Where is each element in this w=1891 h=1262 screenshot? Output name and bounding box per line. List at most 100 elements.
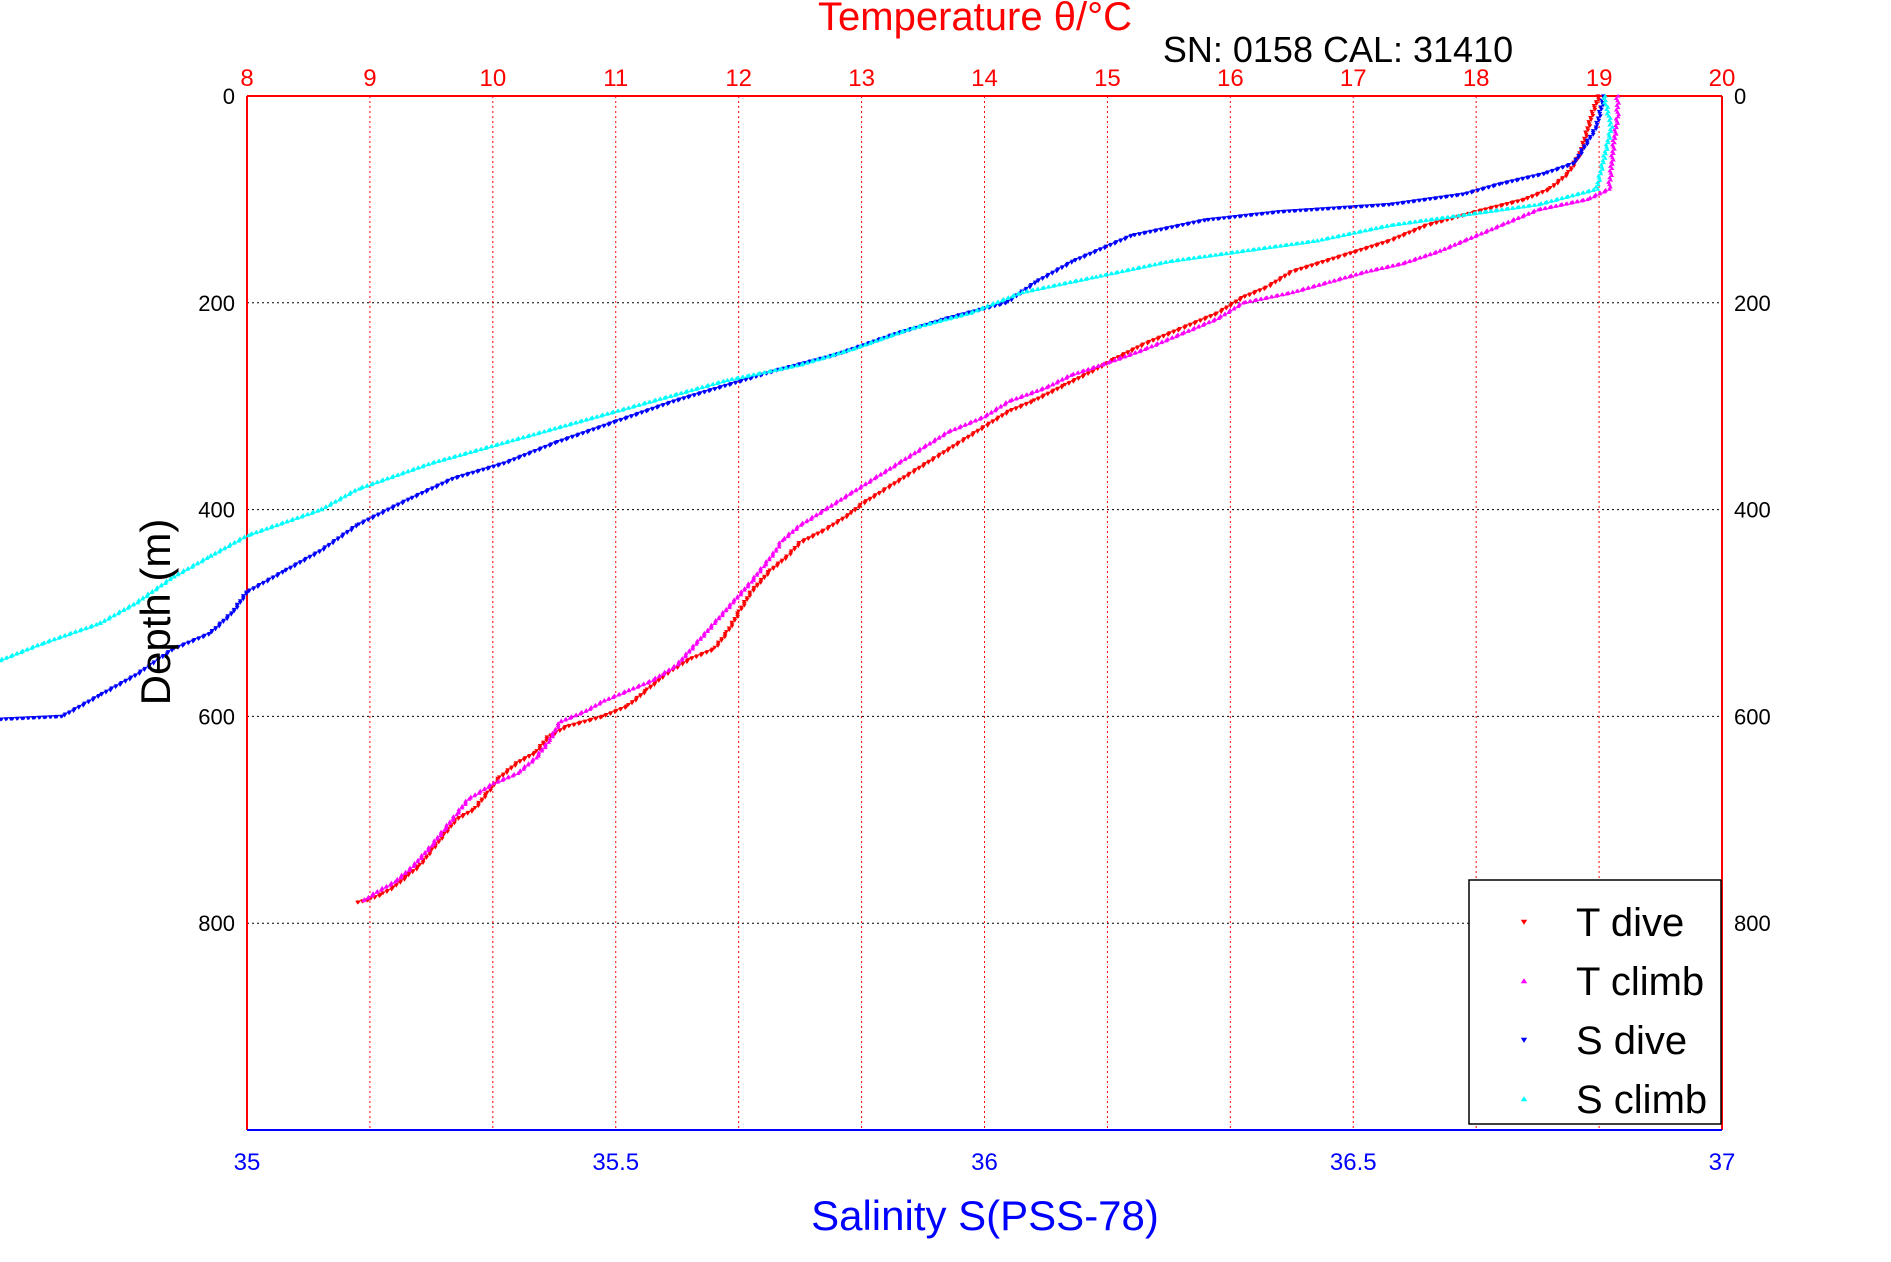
data-point: [426, 845, 432, 849]
data-point: [1282, 243, 1288, 248]
data-point: [155, 659, 161, 663]
x-top-tick-label: 9: [363, 65, 376, 92]
data-point: [1111, 358, 1117, 363]
data-point: [135, 600, 140, 605]
data-point: [1380, 203, 1385, 208]
data-point: [1142, 347, 1148, 352]
data-point: [1150, 339, 1156, 343]
data-point: [52, 715, 58, 719]
x-axis-label-salinity: Salinity S(PSS-78): [811, 1192, 1159, 1239]
data-point: [713, 617, 719, 622]
data-point: [374, 480, 380, 485]
data-point: [1611, 151, 1616, 155]
data-point: [1145, 341, 1150, 346]
data-point: [1105, 360, 1111, 365]
data-point: [539, 746, 545, 751]
data-point: [175, 645, 181, 650]
data-point: [1352, 205, 1358, 210]
data-point: [495, 779, 500, 784]
data-point: [1074, 370, 1080, 375]
data-point: [940, 433, 946, 438]
data-point: [1273, 293, 1279, 298]
data-point: [1072, 279, 1078, 284]
data-point: [698, 635, 704, 640]
x-top-tick-label: 18: [1463, 65, 1490, 92]
series-s-climb: [0, 93, 1615, 663]
data-point: [499, 441, 504, 446]
data-point: [1061, 281, 1067, 286]
data-point: [190, 639, 196, 644]
data-point: [1240, 300, 1246, 305]
data-point: [1498, 207, 1504, 212]
data-point: [1122, 237, 1128, 242]
data-point: [472, 793, 477, 798]
data-point: [636, 403, 641, 407]
data-point: [1357, 271, 1363, 276]
data-point: [999, 298, 1005, 303]
data-point: [467, 450, 473, 455]
data-point: [1592, 107, 1598, 112]
data-point: [1496, 182, 1502, 187]
data-point: [1113, 270, 1119, 275]
data-point: [958, 313, 963, 318]
data-point: [716, 386, 722, 391]
data-point: [738, 590, 744, 595]
data-point: [1590, 188, 1596, 192]
data-point: [1587, 136, 1593, 141]
data-point: [1378, 266, 1384, 271]
data-point: [915, 324, 921, 329]
data-point: [1151, 262, 1157, 267]
data-point: [1223, 251, 1229, 256]
data-point: [994, 418, 1000, 422]
data-point: [633, 698, 639, 703]
data-point: [1560, 165, 1565, 170]
data-point: [294, 516, 300, 520]
data-point: [772, 368, 778, 372]
data-point: [189, 564, 195, 569]
data-point: [896, 460, 902, 465]
data-point: [789, 530, 795, 534]
data-point: [1449, 214, 1455, 219]
data-point: [618, 418, 623, 423]
data-point: [1475, 188, 1480, 193]
x-top-tick-label: 12: [725, 65, 752, 92]
data-point: [776, 540, 782, 545]
data-point: [733, 376, 739, 381]
data-point: [1120, 354, 1125, 358]
data-point: [422, 851, 428, 856]
data-point: [1258, 212, 1264, 217]
data-point: [419, 491, 425, 496]
data-point: [1277, 243, 1283, 248]
data-point: [828, 503, 834, 508]
data-point: [696, 392, 702, 397]
data-point: [451, 455, 457, 459]
data-point: [1169, 225, 1175, 230]
data-point: [1271, 244, 1277, 249]
data-point: [1487, 206, 1493, 211]
data-point: [463, 798, 469, 803]
data-point: [688, 388, 694, 393]
data-point: [848, 511, 854, 516]
data-point: [541, 429, 547, 434]
data-point: [834, 521, 840, 526]
data-point: [650, 678, 656, 682]
data-point: [1608, 129, 1614, 134]
data-point: [346, 492, 352, 497]
data-point: [1427, 217, 1433, 222]
data-point: [1591, 194, 1597, 199]
data-point: [1288, 242, 1294, 247]
data-point: [1132, 350, 1138, 355]
data-point: [660, 403, 666, 408]
data-point: [1231, 306, 1237, 311]
data-point: [1383, 265, 1389, 270]
data-point: [1559, 196, 1564, 201]
data-point: [521, 758, 527, 762]
data-point: [947, 316, 953, 321]
data-point: [1431, 251, 1437, 255]
data-point: [1604, 147, 1610, 151]
data-point: [1596, 118, 1602, 123]
data-point: [108, 688, 113, 693]
data-point: [1586, 120, 1592, 125]
data-point: [557, 729, 563, 734]
data-point: [98, 621, 104, 626]
